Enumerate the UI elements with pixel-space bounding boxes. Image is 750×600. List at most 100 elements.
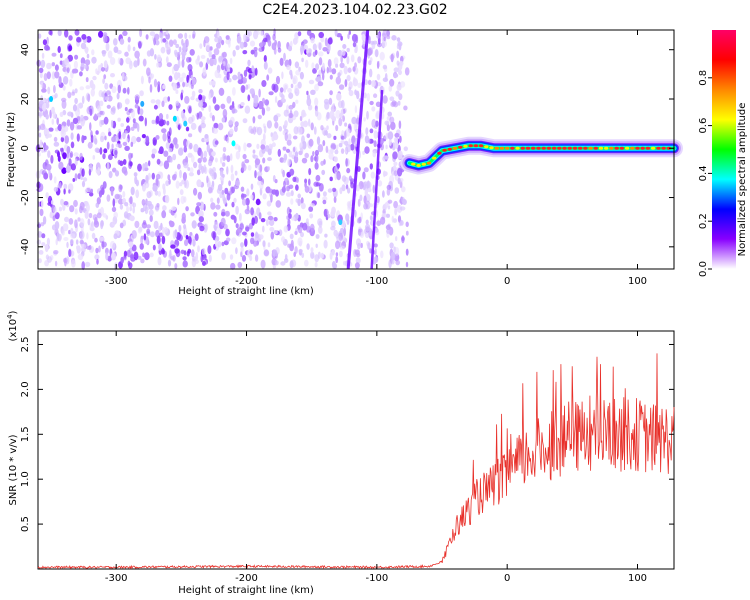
noise-speck [52, 111, 56, 119]
noise-speck [71, 68, 76, 74]
noise-speck [72, 117, 79, 125]
noise-speck [212, 96, 217, 104]
noise-speck [163, 150, 169, 157]
noise-speck [234, 143, 240, 150]
noise-speck [291, 216, 296, 221]
noise-speck [396, 204, 403, 213]
noise-speck [312, 51, 317, 57]
noise-speck [153, 220, 159, 230]
noise-speck [363, 167, 369, 173]
noise-speck [397, 167, 403, 177]
noise-speck [123, 211, 129, 219]
noise-speck [75, 239, 79, 245]
noise-speck [162, 205, 167, 211]
noise-speck [242, 231, 247, 236]
noise-speck [59, 60, 63, 65]
noise-speck [271, 42, 277, 51]
noise-speck [142, 163, 146, 172]
noise-speck [335, 109, 341, 119]
noise-speck [120, 123, 124, 127]
noise-speck [362, 171, 366, 180]
noise-speck [119, 184, 123, 190]
colorbar-gradient [712, 30, 736, 269]
noise-speck [300, 202, 306, 210]
noise-speck [42, 39, 48, 46]
noise-speck [249, 255, 253, 262]
noise-speck [251, 217, 255, 226]
noise-speck [249, 40, 256, 47]
noise-speck [211, 54, 216, 60]
noise-speck [88, 168, 92, 176]
noise-speck [188, 116, 194, 124]
noise-speck [309, 203, 315, 208]
noise-speck [47, 86, 51, 95]
noise-speck [281, 71, 284, 80]
noise-speck [96, 112, 102, 118]
noise-speck [41, 233, 46, 239]
noise-speck [159, 32, 163, 38]
noise-speck [91, 49, 95, 56]
noise-speck [38, 67, 44, 74]
noise-speck [73, 152, 79, 157]
noise-bright-spot [172, 115, 177, 122]
noise-speck [314, 97, 319, 107]
noise-speck [372, 184, 375, 194]
noise-speck [318, 31, 325, 39]
noise-speck [156, 158, 161, 165]
snr-series-line [37, 353, 675, 570]
noise-speck [279, 87, 284, 93]
noise-speck [158, 113, 164, 121]
noise-speck [371, 106, 376, 112]
noise-speck [249, 249, 253, 255]
noise-speck [369, 100, 374, 106]
noise-speck [285, 148, 291, 153]
noise-speck [155, 99, 161, 105]
noise-speck [235, 247, 238, 255]
noise-speck [196, 179, 202, 188]
noise-speck [185, 126, 190, 132]
noise-speck [391, 100, 397, 107]
noise-speck [96, 258, 99, 265]
noise-speck [188, 57, 192, 63]
noise-speck [199, 61, 204, 68]
noise-speck [129, 254, 135, 259]
noise-speck [360, 242, 363, 249]
noise-speck [182, 172, 187, 181]
noise-speck [150, 99, 156, 104]
noise-speck [46, 36, 49, 46]
noise-speck [158, 120, 165, 127]
noise-speck [190, 122, 197, 130]
noise-speck [57, 151, 60, 158]
noise-speck [117, 159, 121, 165]
noise-speck [338, 117, 343, 127]
noise-speck [244, 105, 251, 114]
noise-speck [222, 173, 225, 178]
noise-speck [260, 259, 266, 269]
noise-speck [102, 78, 105, 84]
noise-speck [357, 242, 361, 250]
noise-bright-spot [231, 140, 236, 147]
signal-hot-point [426, 161, 432, 165]
noise-speck [73, 199, 78, 208]
signal-hot-point [614, 146, 619, 150]
noise-speck [127, 36, 131, 43]
noise-speck [157, 256, 162, 266]
noise-speck [177, 197, 180, 206]
noise-speck [277, 148, 281, 157]
noise-speck [172, 153, 177, 161]
noise-speck [71, 259, 76, 268]
noise-speck [49, 29, 53, 36]
noise-speck [299, 240, 302, 247]
noise-speck [287, 133, 292, 141]
noise-speck [281, 186, 286, 193]
noise-speck [196, 169, 201, 176]
noise-speck [346, 56, 350, 65]
noise-speck [157, 81, 161, 87]
noise-speck [78, 102, 84, 109]
noise-speck [326, 66, 329, 74]
noise-speck [287, 45, 293, 52]
noise-speck [130, 126, 135, 131]
noise-speck [81, 243, 84, 249]
noise-speck [242, 118, 248, 124]
noise-speck [39, 123, 46, 131]
